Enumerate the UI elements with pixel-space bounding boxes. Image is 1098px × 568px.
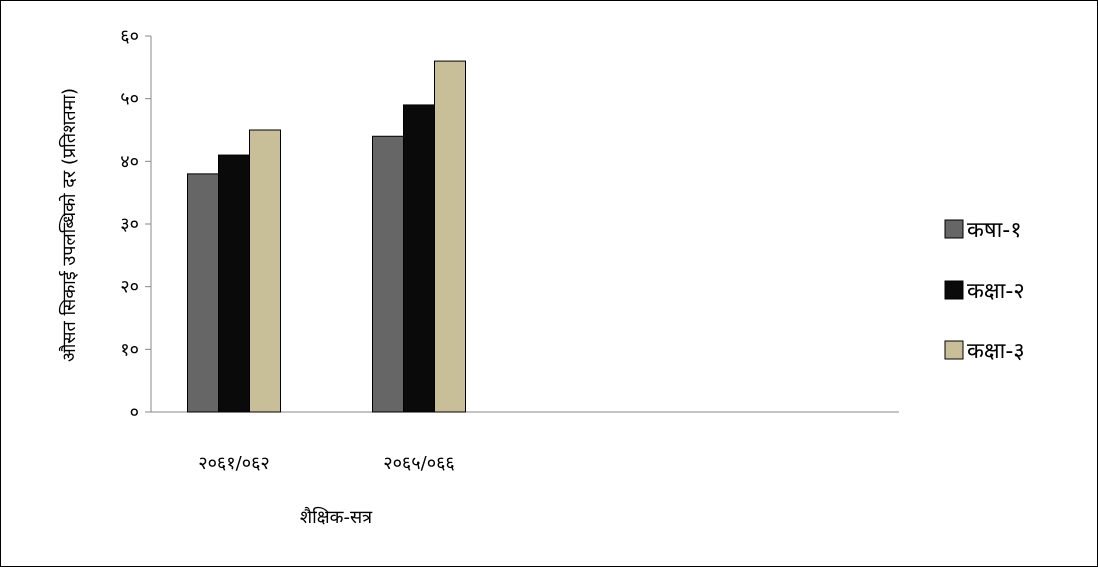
x-tick-labels: २०६१/०६२ २०६५/०६६ bbox=[198, 453, 455, 474]
x-tick-label: २०६१/०६२ bbox=[198, 453, 270, 474]
legend-label: कषा-१ bbox=[967, 218, 1022, 243]
y-axis-title: औसत सिकाई उपलब्धिको दर (प्रतिशतमा) bbox=[58, 88, 80, 362]
bar bbox=[403, 104, 435, 413]
y-tick-label: १० bbox=[120, 339, 139, 360]
legend-swatch bbox=[944, 280, 964, 300]
bar bbox=[218, 154, 250, 413]
bars bbox=[187, 60, 466, 413]
bar bbox=[187, 173, 219, 413]
legend: कषा-१ कक्षा-२ कक्षा-३ bbox=[944, 218, 1025, 364]
bar bbox=[434, 60, 466, 413]
bar bbox=[249, 129, 281, 413]
y-tick-label: ० bbox=[130, 402, 139, 423]
x-tick-label: २०६५/०६६ bbox=[383, 453, 455, 474]
legend-label: कक्षा-२ bbox=[967, 279, 1025, 304]
bar bbox=[372, 135, 404, 413]
legend-label: कक्षा-३ bbox=[967, 339, 1025, 364]
y-tick-label: ५० bbox=[120, 89, 139, 110]
y-tick-label: ४० bbox=[120, 151, 139, 172]
y-tick-label: २० bbox=[120, 277, 139, 298]
y-tick-label: ३० bbox=[120, 214, 139, 235]
y-tick-label: ६० bbox=[120, 26, 139, 47]
x-axis-title: शैक्षिक-सत्र bbox=[300, 506, 373, 528]
y-tick-labels: ० १० २० ३० ४० ५० ६० bbox=[120, 26, 139, 423]
legend-swatch bbox=[944, 340, 964, 360]
legend-swatch bbox=[944, 219, 964, 239]
